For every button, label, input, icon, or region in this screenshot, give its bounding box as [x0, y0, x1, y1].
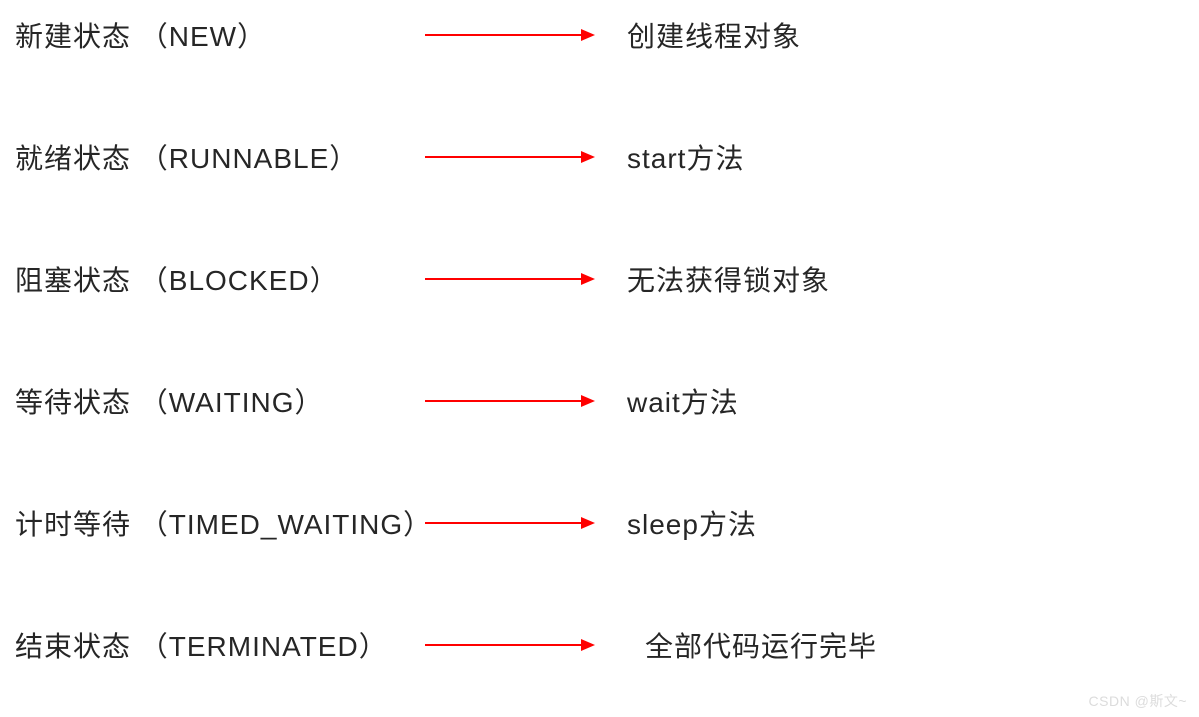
- arrow-cell: [425, 269, 625, 289]
- description-label: sleep方法: [625, 503, 757, 543]
- arrow-right-icon: [425, 147, 595, 167]
- arrow-right-icon: [425, 513, 595, 533]
- state-row: 就绪状态 （RUNNABLE） start方法: [15, 137, 1184, 177]
- state-row: 阻塞状态 （BLOCKED） 无法获得锁对象: [15, 259, 1184, 299]
- arrow-cell: [425, 513, 625, 533]
- diagram-container: 新建状态 （NEW） 创建线程对象 就绪状态 （RUNNABLE） start方…: [0, 0, 1199, 665]
- arrow-right-icon: [425, 635, 595, 655]
- state-label: 阻塞状态 （BLOCKED）: [15, 259, 425, 299]
- description-label: 创建线程对象: [625, 15, 801, 55]
- description-label: start方法: [625, 137, 744, 177]
- description-label: wait方法: [625, 381, 739, 421]
- state-label: 计时等待 （TIMED_WAITING）: [15, 503, 425, 543]
- arrow-cell: [425, 391, 625, 411]
- state-label: 就绪状态 （RUNNABLE）: [15, 137, 425, 177]
- state-label: 结束状态 （TERMINATED）: [15, 625, 425, 665]
- description-label: 无法获得锁对象: [625, 259, 830, 299]
- state-label: 等待状态 （WAITING）: [15, 381, 425, 421]
- state-label: 新建状态 （NEW）: [15, 15, 425, 55]
- arrow-cell: [425, 147, 625, 167]
- state-row: 新建状态 （NEW） 创建线程对象: [15, 15, 1184, 55]
- state-row: 等待状态 （WAITING） wait方法: [15, 381, 1184, 421]
- arrow-right-icon: [425, 269, 595, 289]
- watermark-text: CSDN @斯文~: [1089, 691, 1187, 711]
- arrow-cell: [425, 635, 625, 655]
- arrow-cell: [425, 25, 625, 45]
- arrow-right-icon: [425, 25, 595, 45]
- arrow-right-icon: [425, 391, 595, 411]
- description-label: 全部代码运行完毕: [625, 625, 877, 665]
- state-row: 结束状态 （TERMINATED） 全部代码运行完毕: [15, 625, 1184, 665]
- state-row: 计时等待 （TIMED_WAITING） sleep方法: [15, 503, 1184, 543]
